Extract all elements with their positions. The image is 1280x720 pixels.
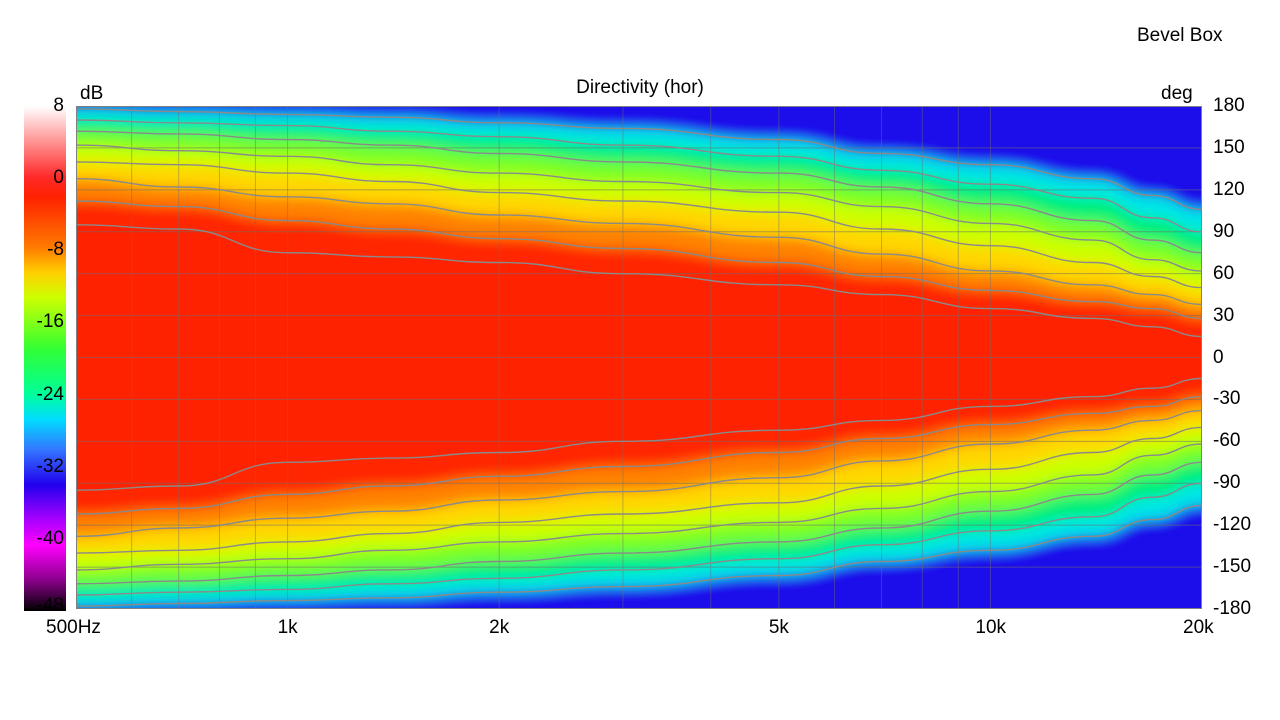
y-axis-tick-label: 180 — [1213, 96, 1245, 115]
y-axis-tick-label: 120 — [1213, 180, 1245, 199]
colorbar-tick-label: -40 — [0, 529, 64, 548]
y-axis-tick-label: 0 — [1213, 348, 1224, 367]
y-axis-unit-label: deg — [1161, 84, 1193, 103]
y-axis-tick-label: -60 — [1213, 431, 1240, 450]
y-axis-tick-label: -120 — [1213, 515, 1251, 534]
chart-title: Directivity (hor) — [0, 78, 1280, 97]
y-axis-tick-label: 30 — [1213, 306, 1234, 325]
x-axis-tick-label: 10k — [975, 618, 1006, 637]
y-axis-tick-label: 150 — [1213, 138, 1245, 157]
colorbar-tick-label: -24 — [0, 385, 64, 404]
colorbar-tick-label: 8 — [0, 96, 64, 115]
x-axis-tick-label: 20k — [1183, 618, 1214, 637]
colorbar-unit-label: dB — [80, 84, 103, 103]
x-axis-tick-label: 5k — [769, 618, 789, 637]
colorbar-tick-label: -32 — [0, 457, 64, 476]
colorbar-tick-label: -8 — [0, 240, 64, 259]
directivity-heatmap — [76, 106, 1202, 609]
y-axis-tick-label: 60 — [1213, 264, 1234, 283]
y-axis-tick-label: -150 — [1213, 557, 1251, 576]
colorbar-tick-label: -48 — [0, 596, 64, 615]
y-axis-tick-label: -180 — [1213, 599, 1251, 618]
colorbar-tick-label: 0 — [0, 168, 64, 187]
corner-label: Bevel Box — [1137, 26, 1223, 45]
y-axis-tick-label: -30 — [1213, 389, 1240, 408]
x-axis-tick-label: 2k — [489, 618, 509, 637]
colorbar-tick-label: -16 — [0, 312, 64, 331]
y-axis-tick-label: -90 — [1213, 473, 1240, 492]
y-axis-tick-label: 90 — [1213, 222, 1234, 241]
x-axis-tick-label: 1k — [278, 618, 298, 637]
x-axis-tick-label: 500Hz — [46, 618, 101, 637]
